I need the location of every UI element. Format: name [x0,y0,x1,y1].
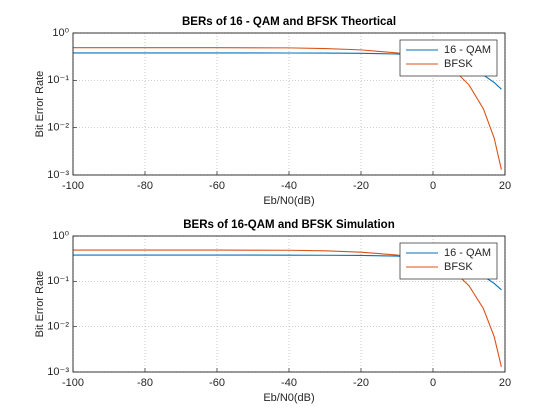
x-axis-label: Eb/N0(dB) [263,195,314,207]
legend-label: 16 - QAM [444,247,491,259]
y-tick-label: 10⁻³ [47,169,69,181]
x-tick-label: -40 [281,180,297,192]
y-tick-label: 10⁻² [47,321,69,333]
x-tick-label: -20 [353,377,369,389]
chart-title: BERs of 16 - QAM and BFSK Theortical [182,16,396,28]
x-tick-label: 20 [499,377,511,389]
x-tick-label: -60 [209,377,225,389]
y-tick-label: 10⁻¹ [47,74,69,86]
x-tick-label: -80 [137,377,153,389]
y-tick-label: 10⁻¹ [47,275,69,287]
plot-frame [72,235,506,373]
y-tick-label: 10⁻³ [47,366,69,378]
y-tick-label: 10⁻² [47,122,69,134]
x-tick-label: -60 [209,180,225,192]
legend [399,242,498,280]
x-tick-label: -100 [62,377,84,389]
y-axis-label: Bit Error Rate [34,271,46,338]
x-axis-label: Eb/N0(dB) [263,392,314,404]
x-tick-label: -20 [353,180,369,192]
chart-title: BERs of 16-QAM and BFSK Simulation [183,219,395,231]
legend-label: BFSK [444,58,473,70]
plot-frame [72,32,506,176]
y-tick-label: 10⁰ [52,230,69,242]
legend-label: BFSK [444,261,473,273]
x-tick-label: 0 [430,377,436,389]
y-tick-label: 10⁰ [52,27,69,39]
x-tick-label: 0 [430,180,436,192]
legend-label: 16 - QAM [444,44,491,56]
x-tick-label: 20 [499,180,511,192]
x-tick-label: -100 [62,180,84,192]
legend [399,39,498,77]
x-tick-label: -80 [137,180,153,192]
y-axis-label: Bit Error Rate [34,71,46,138]
x-tick-label: -40 [281,377,297,389]
